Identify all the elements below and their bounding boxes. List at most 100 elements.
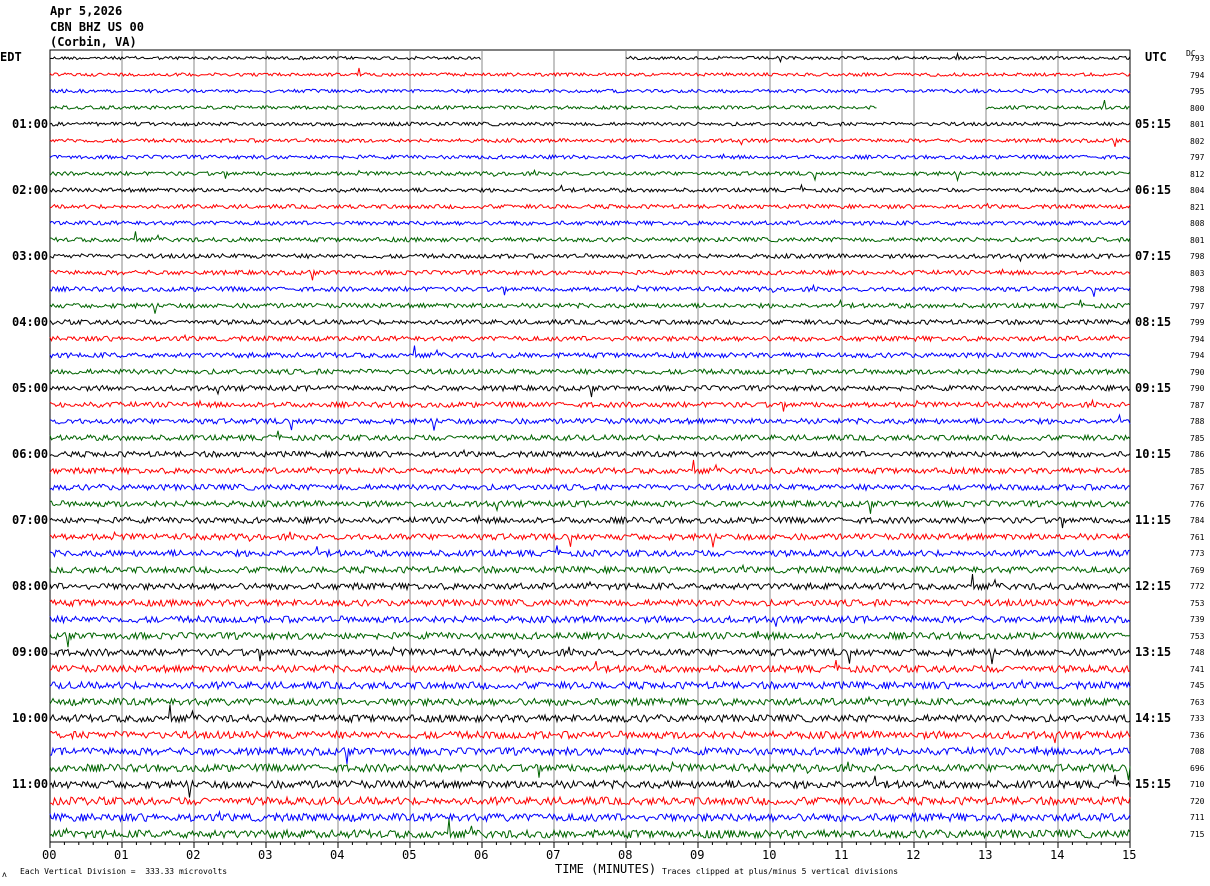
seismic-trace: [49, 729, 1131, 744]
left-hour-label: 09:00: [12, 645, 49, 660]
right-hour-label: 08:15: [1135, 315, 1172, 330]
seismic-trace: [49, 413, 1131, 431]
left-hour-label: 01:00: [12, 117, 49, 132]
dc-offset-label: 748: [1190, 648, 1205, 658]
dc-offset-label: 753: [1190, 631, 1205, 641]
dc-offset-label: 787: [1190, 400, 1205, 410]
header-station: CBN BHZ US 00: [50, 20, 144, 34]
seismic-trace: [49, 678, 1131, 691]
seismic-trace: [49, 252, 1131, 263]
left-hour-label: 07:00: [12, 513, 49, 528]
dc-offset-label: 795: [1190, 87, 1205, 97]
seismic-trace: [49, 630, 1131, 648]
x-tick-label: 14: [1050, 848, 1065, 862]
left-hour-label: 11:00: [12, 777, 49, 792]
dc-offset-label: 745: [1190, 681, 1205, 691]
dc-offset-label: 801: [1190, 120, 1205, 130]
seismic-trace: [49, 645, 1131, 665]
seismic-trace: [49, 774, 1131, 798]
clip-note: Traces clipped at plus/minus 5 vertical …: [662, 867, 899, 876]
seismic-trace: [49, 514, 1131, 529]
left-hour-label: 02:00: [12, 183, 49, 198]
right-hour-label: 07:15: [1135, 249, 1172, 264]
seismic-trace: [49, 318, 1131, 326]
dc-offset-label: 790: [1190, 367, 1205, 377]
header-location: (Corbin, VA): [50, 35, 137, 49]
seismic-trace: [49, 448, 1131, 459]
x-tick-label: 11: [834, 848, 849, 862]
left-hour-label: 08:00: [12, 579, 49, 594]
dc-offset-label: 802: [1190, 136, 1205, 146]
seismic-trace: [49, 99, 1131, 111]
seismic-trace: [49, 345, 1131, 360]
dc-offset-label: 797: [1190, 301, 1205, 311]
seismic-trace: [49, 283, 1131, 297]
x-tick-label: 00: [42, 848, 57, 862]
left-hour-label: 04:00: [12, 315, 49, 330]
dc-offset-label: 773: [1190, 549, 1205, 559]
plot-frame: [49, 49, 1131, 843]
x-axis-label: TIME (MINUTES): [555, 862, 657, 876]
seismic-trace: [49, 298, 1131, 314]
left-hour-label: 10:00: [12, 711, 49, 726]
dc-offset-label: 784: [1190, 516, 1205, 526]
seismic-trace: [49, 695, 1131, 708]
dc-offset-label: 753: [1190, 598, 1205, 608]
seismic-trace: [49, 267, 1131, 281]
header-date: Apr 5,2026: [50, 4, 123, 18]
dc-offset-label: 793: [1190, 54, 1205, 63]
seismic-trace: [49, 67, 1131, 78]
x-tick-label: 06: [474, 848, 489, 862]
right-hour-label: 13:15: [1135, 645, 1172, 660]
dc-offset-label: 708: [1190, 747, 1205, 757]
left-hour-label: 03:00: [12, 249, 49, 264]
dc-offset-label: 696: [1190, 763, 1205, 773]
corner-mark: ʌ: [2, 870, 7, 879]
seismic-trace: [49, 88, 1131, 94]
x-tick-label: 12: [906, 848, 921, 862]
dc-offset-label: 785: [1190, 466, 1205, 476]
x-tick-label: 09: [690, 848, 705, 862]
x-tick-label: 03: [258, 848, 273, 862]
seismic-trace: [49, 818, 1131, 840]
seismic-trace: [49, 231, 1131, 243]
dc-offset-label: 710: [1190, 780, 1205, 790]
seismic-trace: [49, 704, 1131, 724]
x-tick-label: 01: [114, 848, 129, 862]
dc-offset-label: 794: [1190, 334, 1205, 344]
seismic-trace: [49, 545, 1131, 559]
seismic-trace: [49, 482, 1131, 492]
dc-offset-label: 794: [1190, 351, 1205, 361]
right-hour-label: 09:15: [1135, 381, 1172, 396]
dc-offset-label: 798: [1190, 252, 1205, 262]
x-tick-label: 08: [618, 848, 633, 862]
seismic-trace: [49, 499, 1131, 514]
right-hour-label: 14:15: [1135, 711, 1172, 726]
dc-offset-label: 799: [1190, 318, 1205, 328]
x-tick-label: 15: [1122, 848, 1137, 862]
seismic-trace: [49, 530, 1131, 548]
dc-offset-label: 800: [1190, 103, 1205, 113]
seismic-trace: [49, 760, 1131, 781]
dc-offset-label: 772: [1190, 582, 1205, 592]
dc-offset-label: 812: [1190, 169, 1205, 179]
scale-note: Each Vertical Division = 333.33 microvol…: [20, 867, 228, 876]
x-tick-label: 13: [978, 848, 993, 862]
seismic-trace: [49, 459, 1131, 476]
seismic-trace: [49, 183, 1131, 194]
right-hour-label: 06:15: [1135, 183, 1172, 198]
seismic-trace: [49, 137, 1131, 147]
dc-offset-label: 797: [1190, 153, 1205, 163]
dc-offset-label: 803: [1190, 268, 1205, 278]
right-hour-label: 05:15: [1135, 117, 1172, 132]
seismic-trace: [49, 202, 1131, 210]
seismic-trace: [49, 597, 1131, 608]
dc-offset-label: 804: [1190, 186, 1205, 196]
seismic-trace: [49, 809, 1131, 824]
right-hour-label: 10:15: [1135, 447, 1172, 462]
dc-offset-label: 798: [1190, 285, 1205, 295]
dc-offset-label: 794: [1190, 70, 1205, 80]
seismic-trace: [49, 153, 1131, 161]
seismic-trace: [49, 430, 1131, 442]
